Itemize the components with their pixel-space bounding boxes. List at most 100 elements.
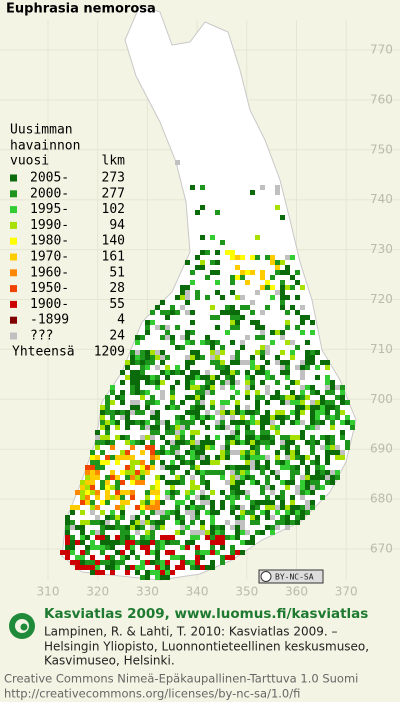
grid-square [215,470,220,475]
grid-square [130,470,135,475]
grid-square [200,445,205,450]
grid-square [85,495,90,500]
grid-square [155,500,160,505]
grid-square [325,415,330,420]
grid-square [295,410,300,415]
grid-square [150,500,155,505]
grid-square [180,370,185,375]
grid-square [85,560,90,565]
grid-square [190,435,195,440]
grid-square [180,520,185,525]
grid-square [100,460,105,465]
grid-square [165,450,170,455]
grid-square [210,415,215,420]
grid-square [290,500,295,505]
grid-square [165,425,170,430]
grid-square [315,400,320,405]
grid-square [135,335,140,340]
grid-square [295,310,300,315]
grid-square [185,330,190,335]
grid-square [150,445,155,450]
grid-square [135,480,140,485]
grid-square [130,550,135,555]
grid-square [125,545,130,550]
grid-square [235,485,240,490]
grid-square [150,460,155,465]
grid-square [195,255,200,260]
grid-square [325,380,330,385]
grid-square [190,320,195,325]
grid-square [185,420,190,425]
grid-square [175,405,180,410]
grid-square [180,430,185,435]
grid-square [285,320,290,325]
grid-square [120,555,125,560]
grid-square [90,545,95,550]
grid-square [175,380,180,385]
grid-square [100,535,105,540]
grid-square [310,355,315,360]
grid-square [130,420,135,425]
grid-square [330,470,335,475]
grid-square [185,375,190,380]
grid-square [270,295,275,300]
grid-square [140,425,145,430]
grid-square [315,410,320,415]
grid-square [175,505,180,510]
grid-square [195,455,200,460]
grid-square [235,440,240,445]
grid-square [250,440,255,445]
grid-square [195,560,200,565]
grid-square [280,330,285,335]
grid-square [290,285,295,290]
grid-square [285,435,290,440]
grid-square [215,455,220,460]
grid-square [240,490,245,495]
grid-square [125,565,130,570]
grid-square [285,360,290,365]
grid-square [270,435,275,440]
grid-square [100,410,105,415]
grid-square [150,505,155,510]
x-label: 340 [186,585,209,599]
grid-square [150,425,155,430]
grid-square [215,250,220,255]
grid-square [105,525,110,530]
grid-square [215,340,220,345]
grid-square [130,475,135,480]
grid-square [140,470,145,475]
grid-square [295,345,300,350]
grid-square [240,415,245,420]
grid-square [210,525,215,530]
grid-square [275,520,280,525]
legend-label: 1900- [30,297,69,312]
grid-square [145,445,150,450]
grid-square [165,355,170,360]
grid-square [290,440,295,445]
grid-square [110,420,115,425]
grid-square [250,380,255,385]
grid-square [245,510,250,515]
grid-square [250,360,255,365]
grid-square [120,530,125,535]
y-label: 720 [370,292,393,306]
grid-square [220,470,225,475]
grid-square [120,505,125,510]
grid-square [185,540,190,545]
grid-square [145,320,150,325]
grid-square [230,290,235,295]
grid-square [335,470,340,475]
grid-square [280,440,285,445]
grid-square [165,510,170,515]
grid-square [95,440,100,445]
legend-count: 161 [102,250,125,265]
grid-square [255,290,260,295]
legend-swatch [10,206,17,214]
grid-square [155,505,160,510]
grid-square [330,450,335,455]
grid-square [210,545,215,550]
grid-square [265,440,270,445]
grid-square [150,550,155,555]
grid-square [170,390,175,395]
